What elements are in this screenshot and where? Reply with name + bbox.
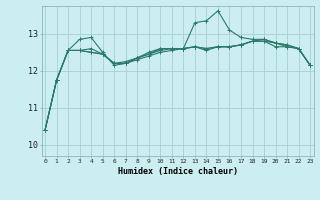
X-axis label: Humidex (Indice chaleur): Humidex (Indice chaleur)	[118, 167, 237, 176]
